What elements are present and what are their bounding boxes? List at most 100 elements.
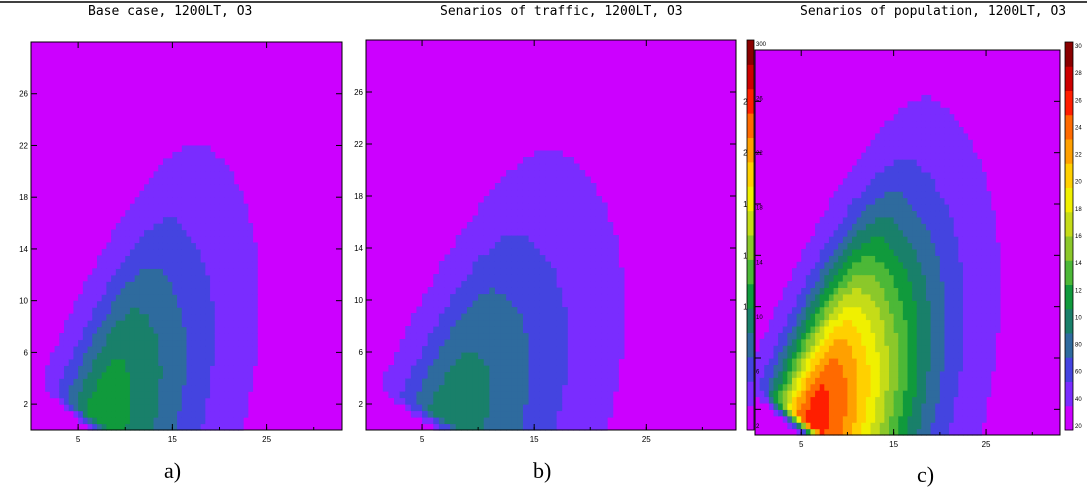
contour-cell [444, 352, 451, 360]
contour-cell [205, 281, 211, 289]
contour-cell [466, 235, 474, 243]
contour-cell [935, 204, 941, 212]
contour-cell [912, 396, 918, 404]
contour-cell [562, 196, 569, 204]
contour-cell [534, 384, 541, 392]
contour-cell [958, 216, 964, 224]
contour-cell [907, 332, 913, 340]
contour-cell [494, 254, 502, 262]
contour-cell [120, 216, 126, 224]
contour-cell [562, 404, 569, 412]
contour-cell [162, 281, 169, 289]
contour-cell [528, 287, 535, 295]
contour-cell [539, 150, 546, 158]
contour-cell [82, 281, 89, 289]
contour-cell [534, 326, 541, 334]
contour-cell [500, 384, 507, 392]
contour-cell [595, 235, 603, 243]
contour-cell [986, 261, 992, 269]
contour-cell [191, 268, 197, 276]
contour-cell [181, 307, 188, 315]
contour-cell [444, 391, 451, 399]
contour-cell [884, 146, 890, 154]
contour-cell [958, 287, 964, 295]
contour-cell [534, 248, 541, 256]
contour-cell [153, 391, 159, 399]
contour-cell [958, 248, 964, 256]
contour-cell [528, 248, 535, 256]
contour-cell [120, 339, 126, 347]
contour-cell [528, 397, 535, 405]
contour-cell [534, 417, 541, 425]
contour-cell [144, 397, 150, 405]
contour-cell [884, 133, 890, 141]
contour-cell [422, 300, 429, 308]
contour-cell [129, 281, 136, 289]
contour-cell [902, 242, 909, 250]
contour-cell [847, 248, 853, 256]
contour-cell [191, 397, 197, 405]
contour-cell [958, 332, 964, 340]
contour-cell [584, 352, 591, 360]
contour-cell [898, 133, 904, 141]
contour-cell [78, 417, 84, 425]
contour-cell [466, 371, 474, 379]
contour-cell [92, 268, 98, 276]
contour-cell [935, 248, 941, 256]
contour-cell [534, 332, 541, 340]
contour-cell [949, 319, 955, 327]
contour-cell [976, 223, 983, 231]
contour-cell [461, 280, 468, 288]
contour-cell [200, 371, 206, 379]
contour-cell [856, 313, 862, 321]
contour-cell [233, 410, 239, 418]
contour-cell [478, 417, 485, 425]
contour-cell [238, 371, 244, 379]
contour-cell [134, 210, 140, 218]
contour-cell [511, 293, 518, 301]
contour-cell [567, 287, 575, 295]
contour-cell [233, 365, 239, 373]
contour-cell [801, 313, 807, 321]
contour-cell [219, 223, 225, 231]
contour-cell [607, 222, 614, 230]
contour-cell [847, 293, 853, 301]
contour-cell [500, 254, 507, 262]
contour-cell [210, 158, 216, 166]
contour-cell [148, 274, 155, 282]
contour-cell [472, 215, 479, 223]
contour-cell [949, 338, 955, 346]
contour-cell [472, 326, 479, 334]
contour-cell [195, 307, 202, 315]
contour-cell [243, 274, 249, 282]
contour-cell [556, 183, 563, 191]
contour-cell [101, 261, 107, 269]
contour-cell [842, 204, 849, 212]
contour-cell [517, 423, 524, 431]
contour-cell [567, 254, 575, 262]
contour-cell [805, 332, 812, 340]
contour-cell [939, 133, 946, 141]
contour-cell [607, 261, 614, 269]
contour-cell [139, 281, 145, 289]
contour-cell [433, 410, 440, 418]
contour-cell [177, 177, 183, 185]
contour-cell [990, 332, 996, 340]
contour-cell [106, 320, 112, 328]
contour-cell [958, 261, 964, 269]
contour-cell [801, 325, 807, 333]
contour-cell [949, 428, 955, 436]
contour-cell [852, 191, 858, 199]
contour-cell [200, 404, 206, 412]
contour-cell [898, 236, 904, 244]
contour-cell [172, 397, 178, 405]
contour-cell [82, 365, 89, 373]
contour-cell [388, 384, 395, 392]
contour-cell [472, 410, 479, 418]
contour-cell [838, 383, 844, 391]
contour-cell [912, 101, 918, 109]
contour-cell [773, 351, 779, 359]
contour-cell [545, 183, 552, 191]
contour-cell [842, 184, 849, 192]
contour-cell [962, 306, 969, 314]
